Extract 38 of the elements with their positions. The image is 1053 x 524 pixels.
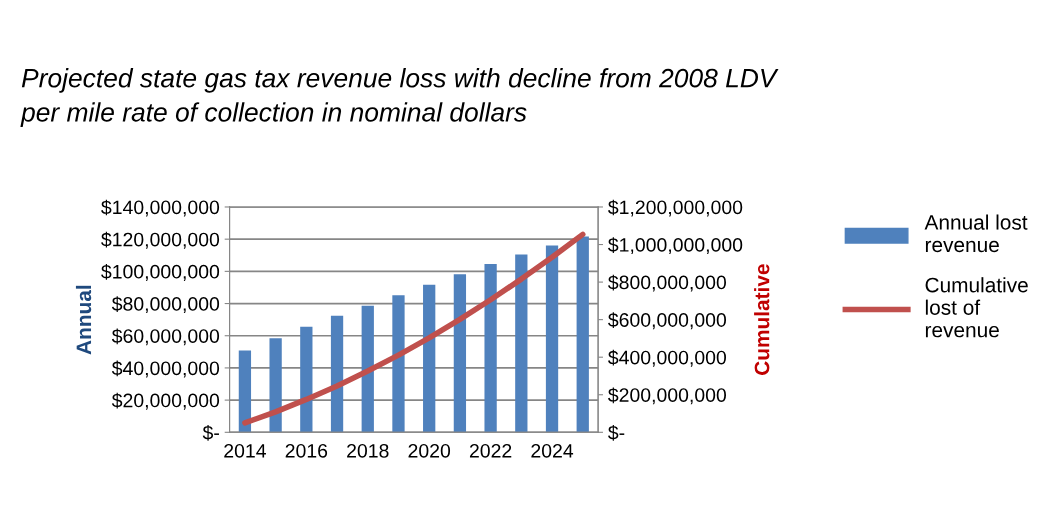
y2-tick-label: $1,000,000,000 [608, 237, 743, 255]
y-tick-label: $80,000,000 [111, 296, 220, 314]
y2-tick-label: $- [608, 424, 625, 441]
x-tick-label: 2014 [224, 443, 266, 458]
y-tick-label: $140,000,000 [101, 199, 220, 217]
bar [576, 236, 589, 433]
y2-axis-title: Cumulative [754, 264, 770, 375]
y-tick-label: $120,000,000 [101, 231, 220, 249]
y-axis-title: Annual [75, 285, 92, 355]
y2-tick-label: $200,000,000 [608, 387, 727, 405]
y-tick-label: $60,000,000 [111, 328, 220, 346]
x-tick-label: 2024 [531, 443, 574, 458]
chart-title: Projected state gas tax revenue loss with decline from 2008 LDV per mile rate of collection in nominal dollars [20, 68, 779, 127]
bar [361, 305, 374, 433]
y-tick-label: $20,000,000 [111, 392, 220, 410]
bar [300, 326, 313, 433]
bar [515, 254, 528, 433]
bar [330, 315, 344, 433]
y-tick-label: $40,000,000 [111, 360, 220, 378]
x-tick-label: 2016 [285, 443, 328, 458]
bar [423, 284, 436, 433]
legend-label: Annual lost revenue [924, 214, 1028, 253]
bar [269, 338, 282, 433]
y2-tick-label: $1,200,000,000 [608, 199, 743, 217]
bar [238, 350, 252, 433]
legend-label: Cumulative lost of revenue [925, 277, 1028, 338]
y-tick-label: $- [202, 424, 219, 441]
x-tick-label: 2020 [408, 443, 451, 458]
y2-tick-label: $400,000,000 [608, 349, 727, 367]
bar [392, 295, 405, 433]
bar [484, 263, 497, 433]
x-tick-label: 2022 [469, 443, 512, 458]
y2-tick-label: $600,000,000 [608, 312, 727, 330]
bar [453, 274, 467, 433]
y-tick-label: $100,000,000 [101, 264, 220, 281]
bar [545, 245, 559, 433]
y2-tick-label: $800,000,000 [608, 274, 727, 292]
x-tick-label: 2018 [347, 443, 389, 458]
